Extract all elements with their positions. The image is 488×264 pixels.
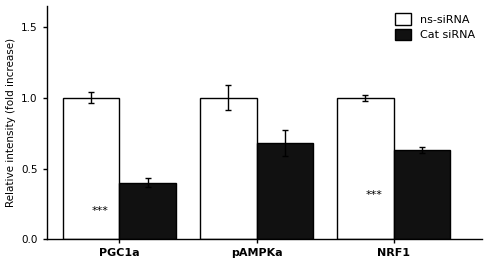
Y-axis label: Relative intensity (fold increase): Relative intensity (fold increase) <box>5 38 16 207</box>
Bar <box>63 98 120 239</box>
Bar <box>257 143 313 239</box>
Bar <box>337 98 394 239</box>
Bar <box>200 98 257 239</box>
Bar <box>120 183 176 239</box>
Text: ***: *** <box>91 206 108 216</box>
Bar <box>394 150 450 239</box>
Legend: ns-siRNA, Cat siRNA: ns-siRNA, Cat siRNA <box>393 11 477 42</box>
Text: ***: *** <box>366 190 383 200</box>
